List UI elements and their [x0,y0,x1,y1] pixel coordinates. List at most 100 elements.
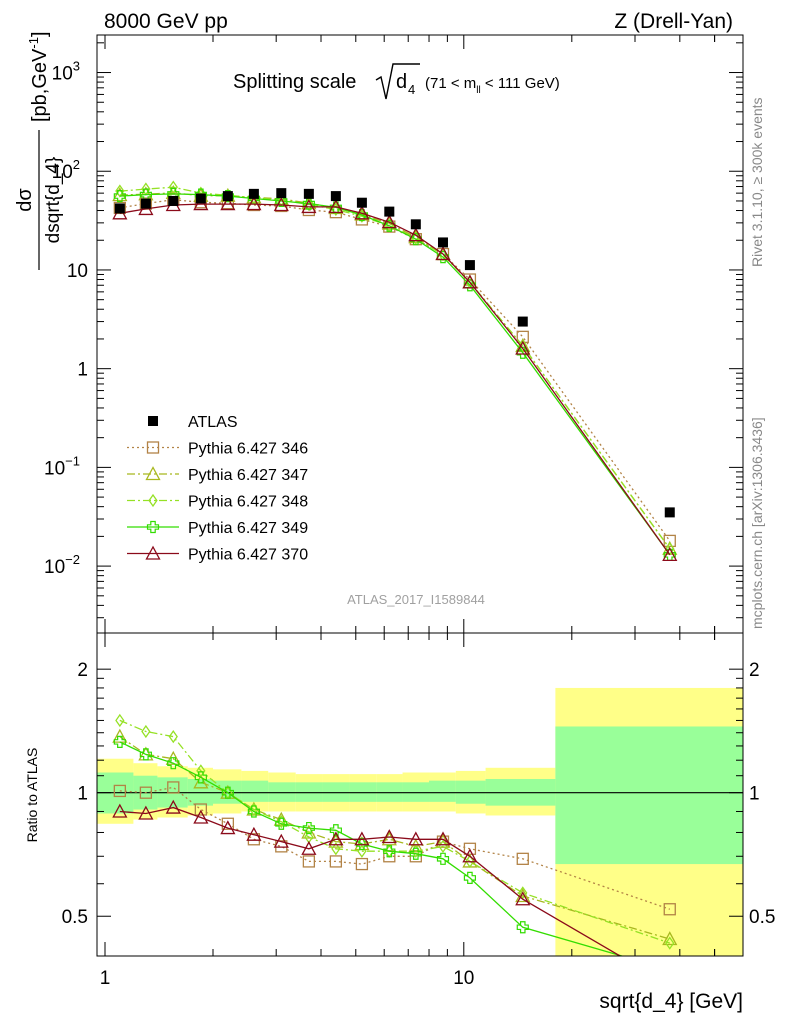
ratio-series-4-point [462,848,478,863]
plot-title-d: d [396,71,407,93]
main-data-series-0-point [114,203,125,214]
ratio-series-3-point [383,845,396,858]
ratio-series-4-point [220,820,236,835]
legend-marker [146,520,160,534]
main-mc-series-4-point [354,205,370,220]
ratio-series-3-point [302,821,315,835]
ratio-series-0-line [119,786,671,910]
ratio-y-tick-label-right: 0.5 [749,907,775,928]
ratio-series-1-point [301,824,317,839]
plot-title: Splitting scale d 4 (71 < mll < 111 GeV) [233,63,560,100]
plot-title-sub: 4 [408,82,415,97]
side-label-rivet: Rivet 3.1.10, ≥ 300k events [749,97,765,267]
x-axis-label: sqrt{d_4} [GeV] [599,990,743,1013]
range-sub: ll [476,85,480,96]
y-tick-label: 10−1 [44,453,80,479]
main-mc-series-4-point [381,214,397,229]
ratio-series-4-line [119,806,622,956]
uncertainty-band-inner [241,780,269,802]
main-mc-series-4-point [193,196,209,211]
ratio-series-4-point [273,833,289,848]
ratio-series-4-point [381,829,397,844]
plot-title-main: Splitting scale [233,71,356,93]
ratio-series-0-point [663,903,676,916]
ratio-series-3-point [463,871,477,884]
ratio-series-1-point [273,811,289,826]
ratio-series-4-point [193,809,209,824]
main-mc-series-4-point [246,196,262,211]
uncertainty-band-inner [402,782,430,802]
uncertainty-band-inner [555,726,743,865]
main-mc-series-4-point [328,199,344,214]
uncertainty-band-inner [268,782,296,802]
main-mc-series-3-point [463,279,477,292]
ratio-series-0-point [221,817,235,830]
ratio-series-3-point [194,771,207,784]
ratio-y-tick-label-right: 2 [749,660,760,681]
ratio-series-4-point [165,799,181,814]
ratio-series-1-point [515,888,531,903]
y-label-den: dsqrt{d_4} [43,157,64,244]
ratio-series-2-point [331,842,341,856]
legend-label: Pythia 6.427 349 [188,520,308,537]
main-mc-series-0-point [247,198,261,212]
legend-item: Pythia 6.427 370 [127,545,308,564]
main-mc-series-4-point [408,227,424,242]
x-tick-label: 1 [100,968,111,989]
ratio-series-1-point [408,838,424,853]
ratio-series-2-point [465,854,475,869]
main-mc-series-4-point [515,340,531,355]
legend-label: Pythia 6.427 370 [188,547,308,564]
legend-item: Pythia 6.427 349 [127,520,308,537]
analysis-id: ATLAS_2017_I1589844 [347,592,485,607]
ratio-y-tick-label: 2 [77,660,88,681]
ratio-series-3-point [516,921,529,934]
main-data-series-0-point [140,198,151,209]
main-mc-series-3-point [275,194,288,208]
main-mc-series-2-point [304,197,314,212]
main-data-series-0 [114,188,675,518]
ratio-panel-content [112,713,678,990]
main-data-series-0-point [222,191,233,202]
ratio-series-3-point [167,757,180,770]
ratio-series-4 [112,799,676,990]
y-label-main: dσ dsqrt{d_4} [pb,GeV-1] [14,31,64,270]
main-mc-series-2-point [518,339,528,353]
side-label-mcplots: mcplots.cern.ch [arXiv:1306.3436] [749,417,765,629]
ratio-frame [96,632,744,957]
main-mc-series-4-point [462,274,478,289]
ratio-series-3-point [113,735,126,748]
ratio-series-3-point [409,847,422,860]
legend-label: Pythia 6.427 348 [188,494,308,511]
y-tick-label: 1 [77,360,88,381]
ratio-series-4-point [328,831,344,846]
ratio-series-3-point [275,817,288,830]
legend-label: ATLAS [188,414,238,431]
ratio-series-2-point [141,724,151,739]
y-tick-label: 103 [52,59,80,85]
ratio-series-1-point [193,774,209,789]
main-mc-series-4-point [301,199,317,214]
main-data-series-0-point [168,195,179,206]
ratio-series-4-point [663,978,676,990]
ratio-series-2-point [665,936,675,950]
main-mc-series-4-line [119,203,671,556]
main-mc-series-3-point [302,197,315,210]
ratio-series-3-point [139,748,152,761]
x-tick-label: 10 [453,968,474,989]
ratio-series-3-point [436,852,450,865]
ratio-series-0-point [167,781,180,794]
ratio-series-4-point [408,831,424,846]
y-tick-label: 10−2 [44,552,80,578]
main-data-series-0-point [356,197,367,208]
ratio-series-0-point [139,786,153,799]
ratio-y-tick-label-right: 1 [749,784,760,805]
legend-item: Pythia 6.427 347 [127,466,308,484]
legend-marker [146,441,160,454]
legend-marker [148,493,158,508]
main-mc-series-3-point [355,208,368,222]
legend-marker [148,416,158,426]
main-mc-series-4-point [273,197,289,212]
